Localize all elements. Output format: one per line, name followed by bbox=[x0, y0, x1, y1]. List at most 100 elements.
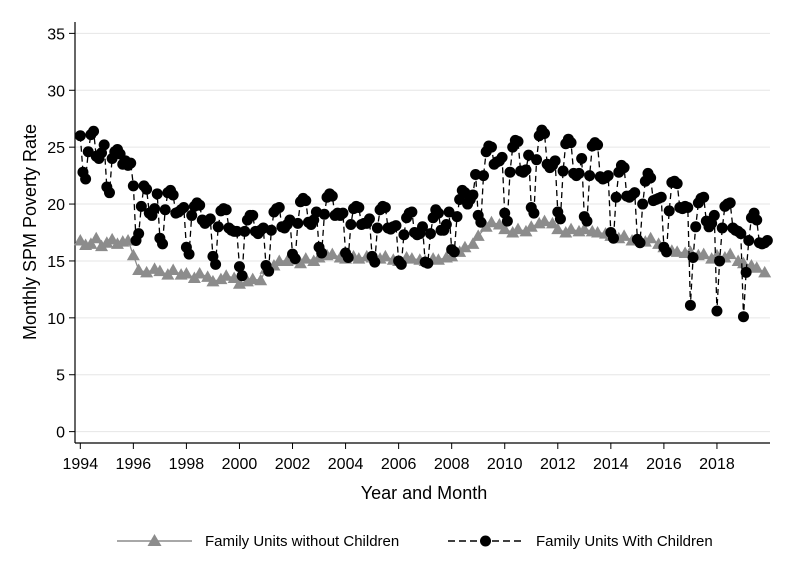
x-tick-label: 1994 bbox=[63, 456, 99, 473]
data-point-circle bbox=[714, 255, 726, 267]
data-point-triangle bbox=[307, 254, 321, 266]
data-point-triangle bbox=[254, 273, 268, 286]
data-point-circle bbox=[661, 246, 673, 258]
data-point-triangle bbox=[193, 266, 207, 279]
y-axis-title: Monthly SPM Poverty Rate bbox=[20, 124, 40, 340]
data-point-triangle bbox=[227, 271, 241, 284]
data-point-triangle bbox=[670, 245, 684, 257]
data-point-circle bbox=[602, 170, 614, 182]
y-axis-ticks: 0 5 10 15 20 25 30 35 bbox=[47, 26, 75, 442]
data-point-circle bbox=[167, 189, 179, 201]
data-point-circle bbox=[737, 311, 749, 323]
data-point-triangle bbox=[458, 240, 472, 253]
data-point-circle bbox=[523, 149, 535, 161]
data-point-circle bbox=[342, 252, 354, 264]
data-point-circle bbox=[743, 234, 755, 246]
data-point-triangle bbox=[466, 237, 480, 249]
x-tick-label: 2010 bbox=[487, 456, 523, 473]
legend-label-without-children: Family Units without Children bbox=[205, 533, 399, 550]
data-point-circle bbox=[141, 183, 153, 195]
data-point-circle bbox=[448, 246, 460, 258]
data-point-circle bbox=[451, 211, 463, 223]
data-point-circle bbox=[467, 189, 479, 201]
data-point-circle bbox=[337, 207, 349, 219]
data-point-circle bbox=[634, 237, 646, 249]
data-point-circle bbox=[88, 125, 100, 137]
data-point-circle bbox=[74, 130, 86, 142]
x-tick-label: 2002 bbox=[275, 456, 311, 473]
x-tick-label: 1996 bbox=[116, 456, 152, 473]
data-point-triangle bbox=[484, 215, 498, 228]
data-point-circle bbox=[151, 188, 163, 200]
data-point-circle bbox=[133, 228, 145, 240]
y-tick-label: 25 bbox=[47, 140, 65, 157]
legend: Family Units without Children Family Uni… bbox=[117, 533, 713, 550]
data-point-circle bbox=[557, 165, 569, 177]
data-point-triangle bbox=[545, 216, 559, 229]
data-point-circle bbox=[740, 266, 752, 278]
data-point-circle bbox=[761, 234, 773, 246]
data-point-circle bbox=[607, 232, 619, 244]
data-point-circle bbox=[684, 299, 696, 311]
data-point-circle bbox=[263, 265, 275, 277]
data-point-circle bbox=[194, 199, 206, 211]
x-axis-title: Year and Month bbox=[361, 483, 487, 503]
data-point-circle bbox=[369, 256, 381, 268]
data-point-circle bbox=[239, 225, 251, 237]
data-point-circle bbox=[326, 190, 338, 202]
data-point-circle bbox=[417, 221, 428, 233]
data-point-triangle bbox=[538, 214, 552, 227]
data-point-triangle bbox=[166, 263, 180, 276]
data-point-circle bbox=[379, 201, 391, 213]
data-point-triangle bbox=[564, 222, 578, 235]
data-point-circle bbox=[406, 206, 418, 218]
data-point-circle bbox=[210, 258, 222, 270]
data-point-circle bbox=[265, 224, 277, 236]
data-point-circle bbox=[576, 153, 588, 165]
data-point-circle bbox=[496, 151, 508, 163]
data-point-triangle bbox=[697, 247, 711, 260]
legend-item-without-children: Family Units without Children bbox=[117, 533, 399, 550]
data-point-circle bbox=[716, 222, 728, 234]
data-point-circle bbox=[273, 201, 285, 213]
data-point-circle bbox=[212, 221, 224, 233]
data-point-circle bbox=[573, 167, 585, 179]
data-point-circle bbox=[125, 157, 137, 169]
data-point-circle bbox=[186, 209, 198, 221]
data-point-circle bbox=[353, 201, 365, 213]
data-point-circle bbox=[371, 222, 383, 234]
data-point-triangle bbox=[140, 265, 154, 278]
data-point-circle bbox=[183, 248, 195, 260]
y-tick-label: 5 bbox=[56, 368, 65, 385]
data-point-circle bbox=[236, 270, 248, 282]
data-point-circle bbox=[592, 139, 604, 151]
data-point-triangle bbox=[89, 231, 103, 244]
data-point-circle bbox=[663, 205, 675, 217]
data-point-circle bbox=[292, 217, 304, 229]
data-point-triangle bbox=[723, 247, 737, 260]
data-point-circle bbox=[690, 221, 702, 233]
data-point-circle bbox=[159, 204, 171, 216]
data-point-circle bbox=[618, 162, 630, 174]
data-point-circle bbox=[698, 191, 710, 203]
data-point-circle bbox=[565, 137, 577, 149]
data-point-triangle bbox=[214, 272, 228, 285]
data-point-triangle bbox=[511, 222, 525, 235]
data-point-circle bbox=[316, 247, 328, 259]
data-point-circle bbox=[231, 225, 243, 237]
data-point-triangle bbox=[405, 252, 419, 264]
data-point-circle bbox=[300, 195, 312, 207]
data-point-triangle bbox=[591, 226, 605, 238]
data-point-circle bbox=[687, 252, 699, 264]
data-point-circle bbox=[478, 170, 490, 182]
data-point-circle bbox=[422, 257, 434, 269]
data-point-triangle bbox=[498, 222, 512, 235]
data-point-circle bbox=[531, 154, 543, 166]
y-tick-label: 10 bbox=[47, 311, 65, 328]
data-point-circle bbox=[554, 213, 566, 225]
data-point-circle bbox=[610, 191, 622, 203]
data-point-circle bbox=[82, 146, 94, 158]
data-point-circle bbox=[711, 305, 723, 317]
data-point-circle bbox=[637, 198, 649, 210]
y-tick-label: 15 bbox=[47, 254, 65, 271]
